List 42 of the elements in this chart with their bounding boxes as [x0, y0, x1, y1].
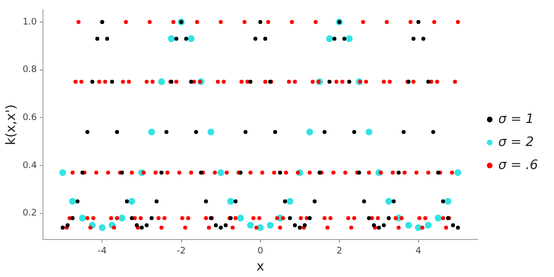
point [454, 169, 462, 176]
y-tick-label: 0.4 [22, 160, 38, 171]
point [168, 35, 175, 42]
point [217, 169, 224, 176]
point [405, 222, 412, 229]
point [69, 198, 76, 205]
point [366, 128, 372, 136]
legend-label: σ = .6 [498, 158, 538, 173]
point [227, 198, 234, 205]
point [128, 198, 136, 205]
y-tick-label: 0.2 [22, 208, 37, 219]
point [434, 214, 442, 222]
point [148, 128, 156, 136]
x-axis-title: x [256, 260, 264, 275]
point [424, 222, 432, 229]
x-tick-label: 0 [257, 246, 264, 256]
point [286, 198, 294, 205]
point [266, 222, 274, 229]
point [98, 224, 106, 232]
x-tick-label: -4 [98, 246, 107, 256]
point [247, 222, 254, 229]
x-tick-label: -2 [176, 246, 186, 256]
point [385, 198, 392, 205]
y-tick-label: 0.8 [22, 65, 38, 76]
point [208, 128, 214, 136]
point [118, 214, 126, 222]
point [444, 198, 452, 205]
y-tick-label: 0.6 [22, 112, 38, 123]
point [346, 35, 353, 42]
point [326, 35, 333, 42]
point [237, 214, 244, 222]
y-axis-title: k(x,x') [4, 104, 20, 146]
legend-label: σ = 2 [498, 134, 534, 150]
point [306, 128, 314, 136]
point [188, 35, 195, 42]
legend-label: σ = 1 [498, 112, 534, 127]
y-tick-label: 1.0 [22, 17, 38, 28]
point [59, 169, 66, 176]
point [79, 214, 86, 222]
point [158, 78, 165, 86]
x-tick-label: 4 [416, 246, 422, 256]
x-tick-label: 2 [336, 246, 342, 256]
